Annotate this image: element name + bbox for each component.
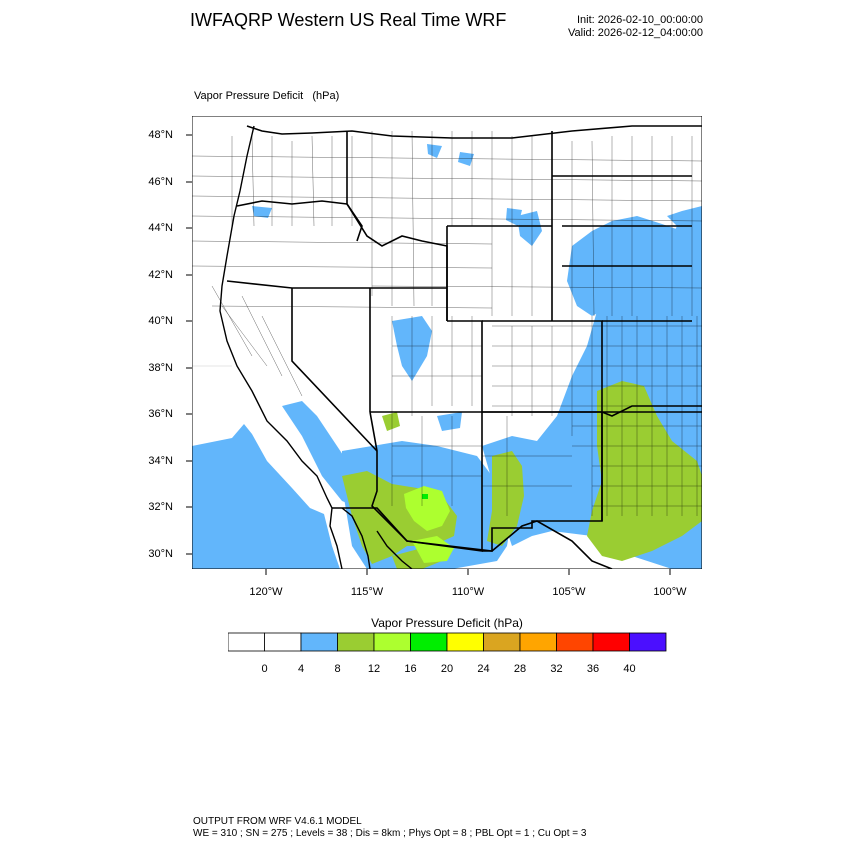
colorbar-label: 0 [261,663,268,675]
colorbar-swatch [337,632,375,652]
vpd-map [192,116,702,569]
lat-label-38: 38°N [148,362,173,374]
colorbar-label: 20 [440,663,454,675]
colorbar-swatch [264,632,302,652]
colorbar-swatch [373,632,411,652]
oregon-nevada-border [226,280,447,289]
init-time: Init: 2026-02-10_00:00:00 [577,14,703,26]
four-corners-vpd [437,412,462,431]
colorbar-label: 32 [550,663,563,675]
colorbar-swatch [483,632,521,652]
footer-line-2: WE = 310 ; SN = 275 ; Levels = 38 ; Dis … [193,828,587,839]
state-boundaries [192,125,702,569]
mexico-border [332,507,613,569]
baja-east-coast [341,507,371,569]
colorbar-label: 4 [297,663,305,675]
oregon-vpd [252,206,272,218]
colorbar-swatch [446,632,484,652]
northern-county-rows [192,155,702,309]
colorbar-label: 24 [477,663,490,675]
lat-ticks [186,134,192,555]
colorbar-title: Vapor Pressure Deficit (hPa) [371,616,523,630]
chart-title: IWFAQRP Western US Real Time WRF [190,10,507,30]
pacific-coast [219,125,343,569]
lon-label-100w: 100°W [653,586,687,598]
pacific-ocean-vpd [192,424,340,569]
county-boundaries [192,130,702,516]
vpd-bright-green-regions [422,494,428,499]
model-footer: OUTPUT FROM WRF V4.6.1 MODEL WE = 310 ; S… [193,816,586,840]
coastline [219,125,413,569]
colorbar-swatch [629,632,667,652]
lat-label-36: 36°N [148,408,173,420]
colorbar-label: 8 [334,663,341,675]
lat-label-40: 40°N [148,315,173,327]
lon-label-110w: 110°W [451,586,485,598]
california-county-lines [211,285,303,397]
montana-vpd-b [458,152,474,166]
plains-county-columns [511,316,698,516]
wyoming-borders [446,225,553,321]
montana-vpd-a [427,144,442,158]
colorbar-swatch [410,632,448,652]
colorbar [228,632,667,652]
field-label: Vapor Pressure Deficit (hPa) [194,90,340,102]
canada-border [246,125,702,139]
colorbar-label: 40 [623,663,636,675]
colorbar-swatch [556,632,594,652]
lat-label-48: 48°N [148,129,173,141]
lon-ticks [265,569,671,575]
arizona-light-green-vpd [404,486,450,531]
run-info: Init: 2026-02-10_00:00:00 Valid: 2026-02… [568,14,703,40]
lat-label-42: 42°N [148,269,173,281]
sierra-vpd [302,416,320,438]
sonora-coast [376,530,413,569]
lat-label-32: 32°N [148,501,173,513]
lat-label-34: 34°N [148,455,173,467]
new-mexico-green-vpd [487,451,524,546]
lat-label-46: 46°N [148,176,173,188]
california-nevada-border [291,288,378,452]
nevada-green-vpd [382,412,400,431]
lat-label-44: 44°N [148,222,173,234]
washington-oregon-border [236,200,348,207]
lon-label-120w: 120°W [249,586,283,598]
bright-green-cell [422,494,428,499]
new-mexico-borders [482,411,603,552]
colorbar-swatch [228,632,265,652]
colorbar-label: 12 [367,663,381,675]
lon-label-105w: 105°W [552,586,586,598]
footer-line-1: OUTPUT FROM WRF V4.6.1 MODEL [193,816,362,827]
wyoming-vpd-b [506,208,522,226]
lon-label-115w: 115°W [350,586,384,598]
dakotas-nebraska-borders [551,131,692,322]
colorbar-label: 36 [586,663,600,675]
valid-time: Valid: 2026-02-12_04:00:00 [568,27,703,39]
colorbar-swatch [519,632,557,652]
colorbar-label: 16 [404,663,417,675]
colorbar-swatch [300,632,338,652]
lat-label-30: 30°N [148,548,173,560]
oklahoma-north-border [601,405,702,417]
colorbar-label: 28 [513,663,527,675]
colorbar-swatch [592,632,630,652]
utah-colorado-county-lines [391,316,482,416]
wyoming-vpd [517,211,542,246]
